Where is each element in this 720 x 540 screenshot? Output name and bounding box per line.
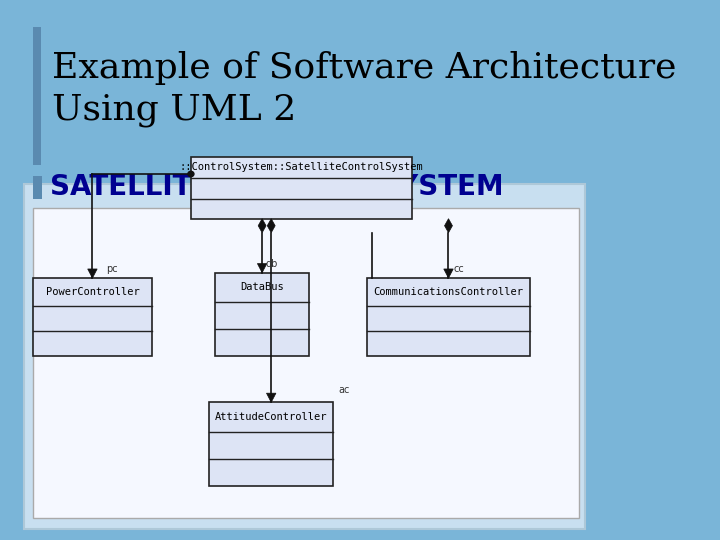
Polygon shape [258, 219, 266, 233]
Bar [215, 273, 309, 356]
Polygon shape [267, 219, 275, 233]
Text: DataBus: DataBus [240, 282, 284, 292]
Polygon shape [444, 269, 453, 278]
Circle shape [188, 171, 194, 177]
Bar [33, 208, 579, 518]
Polygon shape [444, 219, 452, 233]
Text: SATELLITE CONTROL SYSTEM: SATELLITE CONTROL SYSTEM [50, 173, 503, 201]
Polygon shape [257, 264, 267, 273]
Bar [209, 402, 333, 486]
Bar [191, 157, 412, 219]
Text: AttitudeController: AttitudeController [215, 412, 328, 422]
Text: PowerController: PowerController [45, 287, 139, 297]
Polygon shape [266, 393, 276, 402]
Text: ac: ac [338, 385, 350, 395]
Bar [33, 27, 40, 165]
Polygon shape [88, 269, 97, 278]
Text: pc: pc [106, 264, 117, 274]
Text: cc: cc [454, 264, 464, 274]
Bar [33, 278, 151, 356]
Text: ::ControlSystem::SatelliteControlSystem: ::ControlSystem::SatelliteControlSystem [180, 163, 423, 172]
Bar [366, 278, 531, 356]
Text: db: db [266, 259, 278, 269]
Text: CommunicationsController: CommunicationsController [374, 287, 523, 297]
Bar [33, 176, 42, 199]
Text: Example of Software Architecture
Using UML 2: Example of Software Architecture Using U… [52, 51, 676, 127]
Bar [24, 184, 585, 529]
